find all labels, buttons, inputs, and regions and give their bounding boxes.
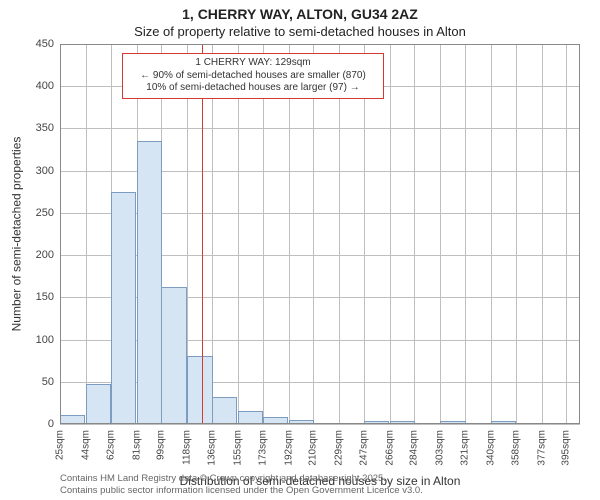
gridline-vertical <box>516 44 517 424</box>
gridline-horizontal <box>60 128 580 129</box>
x-tick-label: 44sqm <box>81 430 92 460</box>
x-tick-label: 247sqm <box>358 430 369 466</box>
x-tick-label: 284sqm <box>409 430 420 466</box>
y-tick-label: 300 <box>14 165 54 177</box>
x-tick-label: 210sqm <box>308 430 319 466</box>
histogram-bar <box>364 421 389 424</box>
x-tick-label: 118sqm <box>182 430 193 465</box>
y-axis-label-container: Number of semi-detached properties <box>8 44 24 424</box>
annotation-line3: 10% of semi-detached houses are larger (… <box>129 82 377 95</box>
annotation-box: 1 CHERRY WAY: 129sqm← 90% of semi-detach… <box>122 53 384 99</box>
histogram-bar <box>187 356 212 424</box>
x-tick-label: 62sqm <box>105 430 116 460</box>
gridline-vertical <box>465 44 466 424</box>
property-size-histogram: 1, CHERRY WAY, ALTON, GU34 2AZ Size of p… <box>0 0 600 500</box>
gridline-vertical <box>414 44 415 424</box>
annotation-line2: ← 90% of semi-detached houses are smalle… <box>129 70 377 83</box>
gridline-horizontal <box>60 44 580 45</box>
gridline-vertical <box>364 44 365 424</box>
y-tick-label: 50 <box>14 376 54 388</box>
gridline-vertical <box>86 44 87 424</box>
chart-subtitle: Size of property relative to semi-detach… <box>0 24 600 39</box>
x-tick-label: 340sqm <box>486 430 497 466</box>
plot-area: 1 CHERRY WAY: 129sqm← 90% of semi-detach… <box>60 44 580 424</box>
attribution-line2: Contains public sector information licen… <box>60 485 423 496</box>
gridline-vertical <box>289 44 290 424</box>
y-tick-label: 100 <box>14 334 54 346</box>
x-tick-label: 25sqm <box>55 430 66 460</box>
gridline-vertical <box>339 44 340 424</box>
y-tick-label: 200 <box>14 249 54 261</box>
plot-inner: 1 CHERRY WAY: 129sqm← 90% of semi-detach… <box>60 44 580 424</box>
y-tick-label: 0 <box>14 418 54 430</box>
x-tick-label: 229sqm <box>334 430 345 466</box>
histogram-bar <box>137 141 162 424</box>
y-tick-label: 450 <box>14 38 54 50</box>
histogram-bar <box>289 420 314 424</box>
gridline-horizontal <box>60 424 580 425</box>
x-tick-label: 321sqm <box>460 430 471 466</box>
x-tick-label: 99sqm <box>156 430 167 460</box>
histogram-bar <box>60 415 85 424</box>
gridline-vertical <box>238 44 239 424</box>
histogram-bar <box>440 421 465 424</box>
x-tick-label: 173sqm <box>257 430 268 466</box>
histogram-bar <box>263 417 288 424</box>
property-marker-line <box>202 44 203 424</box>
gridline-vertical <box>542 44 543 424</box>
gridline-vertical <box>263 44 264 424</box>
histogram-bar <box>161 287 186 424</box>
histogram-bar <box>390 421 415 424</box>
gridline-vertical <box>440 44 441 424</box>
histogram-bar <box>86 384 111 424</box>
x-tick-label: 136sqm <box>206 430 217 466</box>
histogram-bar <box>491 421 516 424</box>
x-tick-label: 192sqm <box>283 430 294 466</box>
gridline-vertical <box>390 44 391 424</box>
y-tick-label: 400 <box>14 80 54 92</box>
histogram-bar <box>111 192 136 424</box>
y-tick-label: 250 <box>14 207 54 219</box>
x-tick-label: 303sqm <box>435 430 446 466</box>
attribution-text: Contains HM Land Registry data © Crown c… <box>60 473 423 496</box>
chart-title-address: 1, CHERRY WAY, ALTON, GU34 2AZ <box>0 6 600 22</box>
histogram-bar <box>212 397 237 424</box>
x-tick-label: 266sqm <box>384 430 395 466</box>
gridline-vertical <box>60 44 61 424</box>
x-tick-label: 81sqm <box>131 430 142 460</box>
gridline-vertical <box>313 44 314 424</box>
x-tick-label: 358sqm <box>510 430 521 466</box>
y-tick-label: 150 <box>14 291 54 303</box>
x-tick-label: 395sqm <box>561 430 572 466</box>
x-tick-label: 155sqm <box>232 430 243 466</box>
x-tick-label: 377sqm <box>536 430 547 466</box>
y-tick-label: 350 <box>14 122 54 134</box>
gridline-vertical <box>566 44 567 424</box>
gridline-vertical <box>491 44 492 424</box>
attribution-line1: Contains HM Land Registry data © Crown c… <box>60 473 423 484</box>
histogram-bar <box>238 411 263 424</box>
annotation-line1: 1 CHERRY WAY: 129sqm <box>129 57 377 70</box>
